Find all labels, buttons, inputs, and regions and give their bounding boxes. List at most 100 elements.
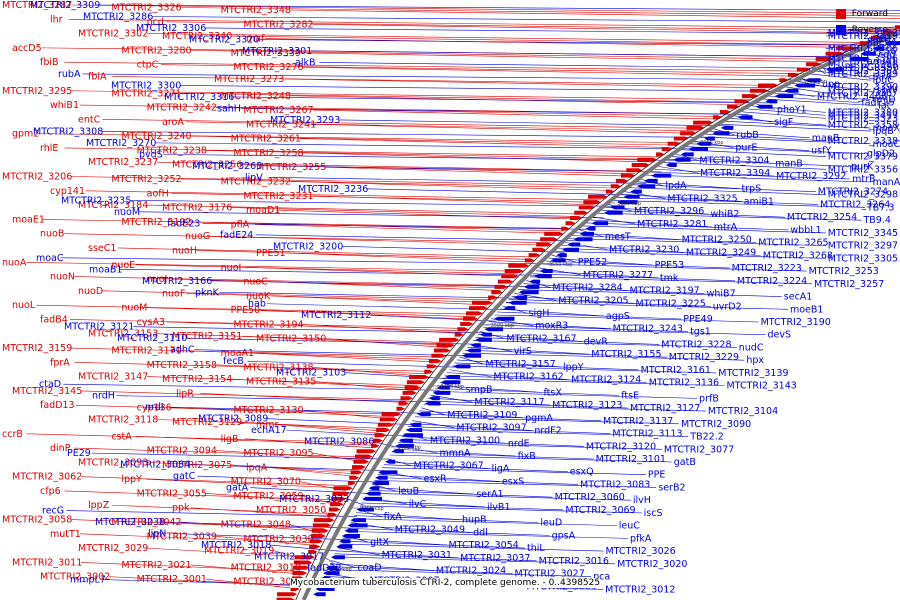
reverse-callout-line xyxy=(333,556,616,565)
forward-gene-label: fadD13 xyxy=(40,400,75,411)
reverse-gene-label: usfY xyxy=(811,146,831,157)
reverse-callout-line xyxy=(488,321,611,330)
reverse-callout-line xyxy=(412,420,455,428)
reverse-callout-line xyxy=(211,280,529,288)
forward-feature-glyph xyxy=(409,375,430,379)
forward-callout-line xyxy=(64,147,659,158)
forward-gene-label: MTCTRI2_3147 xyxy=(78,372,148,383)
reverse-gene-label: whiB2 xyxy=(710,209,739,220)
reverse-callout-line xyxy=(696,136,871,145)
forward-gene-label: MTCTRI2_3238 xyxy=(137,145,207,156)
forward-feature-glyph xyxy=(290,587,300,591)
forward-gene-label: MTCTRI2_3145 xyxy=(12,386,82,397)
forward-callout-line xyxy=(274,424,383,434)
reverse-gene-label: MTCTRI2_3205 xyxy=(558,295,628,306)
forward-callout-line xyxy=(74,276,506,286)
forward-callout-line xyxy=(41,219,567,229)
reverse-callout-line xyxy=(619,194,742,202)
reverse-feature-glyph xyxy=(579,231,594,236)
forward-feature-glyph xyxy=(561,226,570,231)
forward-gene-label: aroA xyxy=(162,117,184,128)
reverse-gene-label: fadE23 xyxy=(167,218,200,229)
reverse-callout-line xyxy=(368,489,553,498)
forward-gene-label: aofH xyxy=(147,188,169,199)
reverse-gene-label: gatA xyxy=(226,483,249,494)
forward-callout-line xyxy=(260,309,474,320)
reverse-gene-label: mtrA xyxy=(714,222,738,233)
reverse-callout-line xyxy=(444,375,647,383)
reverse-gene-label: MTCTRI2_3320 xyxy=(189,34,259,45)
reverse-gene-label: MTCTRI2_3120 xyxy=(586,441,656,452)
forward-gene-label: MTCTRI2_3271 xyxy=(111,88,181,99)
forward-feature-glyph xyxy=(870,35,883,40)
forward-feature-glyph xyxy=(372,438,383,443)
reverse-gene-label: MTCTRI2_3124 xyxy=(571,375,641,386)
reverse-callout-line xyxy=(410,423,533,431)
forward-callout-line xyxy=(302,409,393,420)
forward-feature-glyph xyxy=(400,396,413,401)
forward-gene-label: MTCTRI2_3240 xyxy=(121,131,191,142)
forward-gene-label: ccrB xyxy=(2,429,23,440)
reverse-callout-line xyxy=(373,441,399,448)
reverse-callout-line xyxy=(339,543,604,552)
forward-feature-glyph xyxy=(426,364,438,369)
reverse-feature-glyph xyxy=(872,46,884,51)
reverse-callout-line xyxy=(367,188,632,196)
reverse-gene-label: pfkA xyxy=(630,533,652,544)
reverse-gene-label: mmpL7 xyxy=(70,575,106,586)
reverse-callout-line xyxy=(163,154,678,161)
forward-feature-glyph xyxy=(488,295,498,300)
reverse-feature-glyph xyxy=(378,470,398,475)
forward-callout-line xyxy=(205,150,656,160)
forward-callout-line xyxy=(190,221,564,232)
reverse-callout-line xyxy=(347,528,550,536)
forward-callout-line xyxy=(157,333,453,344)
reverse-feature-glyph xyxy=(534,274,552,279)
reverse-gene-label: secA1 xyxy=(784,292,813,303)
reverse-gene-label: pgmA xyxy=(525,413,553,424)
reverse-gene-label: ddl xyxy=(473,527,488,538)
reverse-callout-line xyxy=(589,219,712,228)
reverse-gene-label: MTCTRI2_3305 xyxy=(828,253,898,264)
reverse-gene-label: tgs1 xyxy=(690,327,711,338)
forward-feature-glyph xyxy=(381,412,402,417)
forward-callout-line xyxy=(102,119,703,129)
reverse-feature-glyph xyxy=(651,173,672,178)
forward-gene-label: lppZ xyxy=(88,500,110,511)
reverse-gene-label: MTCTRI2_3127 xyxy=(630,403,700,414)
reverse-gene-label: MTCTRI2_3097 xyxy=(456,423,526,434)
reverse-feature-glyph xyxy=(529,279,541,284)
forward-gene-label: MTCTRI2_3095 xyxy=(243,448,313,459)
reverse-gene-label: rubB xyxy=(736,130,758,141)
reverse-callout-line xyxy=(60,257,553,265)
reverse-feature-glyph xyxy=(330,555,345,560)
reverse-callout-line xyxy=(616,197,819,205)
reverse-feature-glyph xyxy=(585,226,596,231)
reverse-callout-line xyxy=(376,477,579,485)
forward-feature-glyph xyxy=(615,178,629,183)
reverse-callout-line xyxy=(803,72,871,81)
forward-gene-label: nuoM xyxy=(121,303,147,314)
forward-callout-line xyxy=(190,564,301,575)
reverse-callout-line xyxy=(483,327,766,336)
forward-gene-label: MTCTRI2_3276 xyxy=(233,62,303,73)
reverse-gene-label: MTCTRI2_3225 xyxy=(636,298,706,309)
reverse-feature-track xyxy=(313,37,900,597)
reverse-callout-line xyxy=(740,108,826,116)
forward-gene-label: ppk xyxy=(172,503,190,514)
forward-callout-line xyxy=(147,462,358,472)
reverse-callout-line xyxy=(648,171,851,180)
reverse-gene-label: MTCTRI2_3236 xyxy=(298,184,368,195)
forward-gene-label: MTCTRI2_3002 xyxy=(40,572,110,583)
forward-callout-line xyxy=(135,435,375,446)
reverse-gene-label: pvdS xyxy=(139,149,163,160)
reverse-gene-label: MTCTRI2_3306 xyxy=(136,23,206,34)
reverse-callout-line xyxy=(91,452,392,460)
reverse-gene-label: MTCTRI2_3113 xyxy=(612,429,682,440)
reverse-gene-label: MTCTRI2_3031 xyxy=(382,550,452,561)
reverse-gene-label: MTCTRI2_3033 xyxy=(279,494,349,505)
reverse-feature-glyph xyxy=(417,412,431,417)
forward-callout-line xyxy=(71,176,620,186)
reverse-callout-line xyxy=(456,359,562,368)
